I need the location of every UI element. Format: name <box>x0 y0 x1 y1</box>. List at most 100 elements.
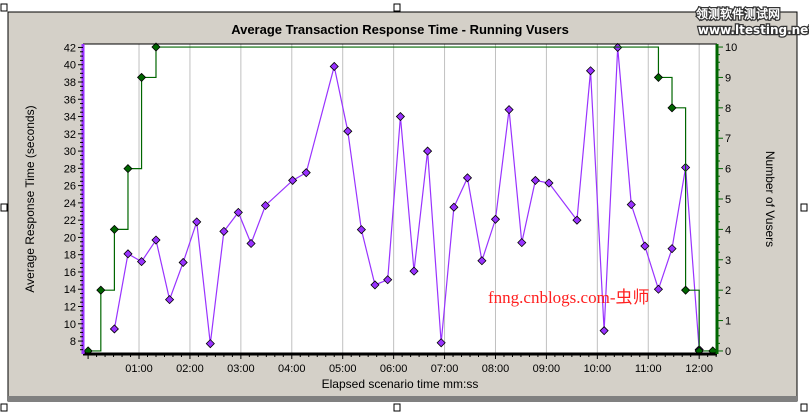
response-time-point <box>572 215 582 225</box>
y2-tick-label: 0 <box>725 346 731 358</box>
y-tick-label: 32 <box>64 129 76 141</box>
selection-handles[interactable] <box>0 3 808 412</box>
axes: 01:00 02:00 03:00 04:00 05:00 06:00 07:00 08:00… <box>64 42 738 375</box>
x-tick-label: 10:00 <box>584 363 612 375</box>
response-time-point <box>585 66 596 76</box>
y2-tick-label: 10 <box>725 42 737 54</box>
y-tick-label: 30 <box>64 146 76 158</box>
x-tick-label: 12:00 <box>685 363 713 375</box>
y2-tick-label: 8 <box>725 103 731 115</box>
vusers-point <box>109 224 119 234</box>
response-time-point <box>260 200 271 211</box>
response-time-point <box>356 225 366 235</box>
vusers-point <box>667 103 677 113</box>
y-tick-label: 20 <box>64 232 76 244</box>
vusers-point <box>123 164 133 174</box>
response-time-point <box>462 173 473 183</box>
y-axis-label: Average Response Time (seconds) <box>23 105 37 292</box>
y2-tick-label: 6 <box>725 164 731 176</box>
response-time-point <box>504 105 514 115</box>
logo-line2: www.ltesting.net <box>698 23 809 37</box>
y-tick-label: 28 <box>64 163 76 175</box>
response-time-point <box>329 61 339 72</box>
vusers-point <box>681 285 691 295</box>
response-time-point <box>653 284 664 294</box>
response-time-point <box>667 244 677 254</box>
response-time-point <box>246 238 256 249</box>
vusers-point <box>96 285 106 295</box>
vusers-point <box>151 42 161 52</box>
y2-tick-label: 3 <box>725 255 731 267</box>
y2-tick-label: 1 <box>725 316 731 328</box>
response-time-point <box>599 326 609 336</box>
y2-tick-label: 5 <box>725 194 731 206</box>
frame-bottom-border <box>8 396 797 401</box>
y2-tick-label: 9 <box>725 72 731 84</box>
response-time-point <box>409 266 419 276</box>
x-tick-label: 08:00 <box>482 363 510 375</box>
y-tick-label: 22 <box>64 215 76 227</box>
response-time-point <box>423 146 433 156</box>
response-time-point <box>136 257 147 267</box>
response-time-point <box>205 339 215 349</box>
response-time-point <box>233 207 243 217</box>
y-tick-label: 14 <box>64 284 76 296</box>
response-time-point <box>343 126 353 136</box>
response-time-point <box>477 256 487 266</box>
y-tick-label: 40 <box>64 60 76 72</box>
watermark-text: fnng.cnblogs.com-虫师 <box>488 288 649 307</box>
y-tick-label: 12 <box>64 302 76 314</box>
response-time-point <box>123 249 133 259</box>
x-tick-label: 11:00 <box>635 363 662 375</box>
chart-title: Average Transaction Response Time - Runn… <box>231 22 569 37</box>
response-time-point <box>530 175 540 186</box>
x-axis-label: Elapsed scenario time mm:ss <box>322 377 479 391</box>
y-tick-label: 8 <box>70 336 76 348</box>
site-logo: 领测软件测试网 www.ltesting.net <box>695 5 809 39</box>
x-tick-label: 01:00 <box>125 363 153 375</box>
x-tick-label: 07:00 <box>431 363 459 375</box>
response-time-point <box>109 324 119 334</box>
response-time-point <box>517 238 527 248</box>
response-time-point <box>449 202 459 212</box>
y-tick-label: 42 <box>64 42 76 54</box>
vusers-point <box>653 72 664 82</box>
response-time-point <box>544 178 554 188</box>
y-tick-label: 16 <box>64 267 76 279</box>
response-time-point <box>383 275 393 285</box>
x-tick-label: 09:00 <box>533 363 561 375</box>
y2-tick-label: 2 <box>725 285 731 297</box>
response-time-point <box>490 214 501 224</box>
y-tick-label: 18 <box>64 250 76 262</box>
y-tick-label: 24 <box>64 198 76 210</box>
x-tick-label: 06:00 <box>380 363 408 375</box>
response-time-point <box>288 175 298 186</box>
series-layer <box>83 42 718 356</box>
response-time-point <box>192 217 202 227</box>
y-tick-label: 26 <box>64 181 76 193</box>
response-time-point <box>436 338 446 348</box>
y2-axis-label: Number of Vusers <box>763 151 777 247</box>
response-time-point <box>370 280 380 290</box>
x-tick-label: 04:00 <box>278 363 306 375</box>
response-time-point <box>165 295 175 305</box>
vusers-line <box>88 46 713 352</box>
vusers-point <box>136 72 147 82</box>
logo-line1: 领测软件测试网 <box>696 6 780 21</box>
plot-area <box>83 44 717 354</box>
response-time-point <box>395 111 405 122</box>
y-tick-label: 34 <box>64 112 76 124</box>
y-tick-label: 10 <box>64 319 76 331</box>
response-time-point <box>151 235 161 245</box>
y-tick-label: 36 <box>64 94 76 106</box>
x-tick-label: 03:00 <box>227 363 255 375</box>
response-time-point <box>219 226 229 236</box>
x-tick-label: 05:00 <box>329 363 357 375</box>
response-time-point <box>301 168 311 178</box>
response-time-point <box>178 257 188 268</box>
y-tick-label: 38 <box>64 77 76 89</box>
response-time-point <box>640 241 650 251</box>
response-time-point <box>626 200 636 210</box>
y2-tick-label: 4 <box>725 224 731 236</box>
